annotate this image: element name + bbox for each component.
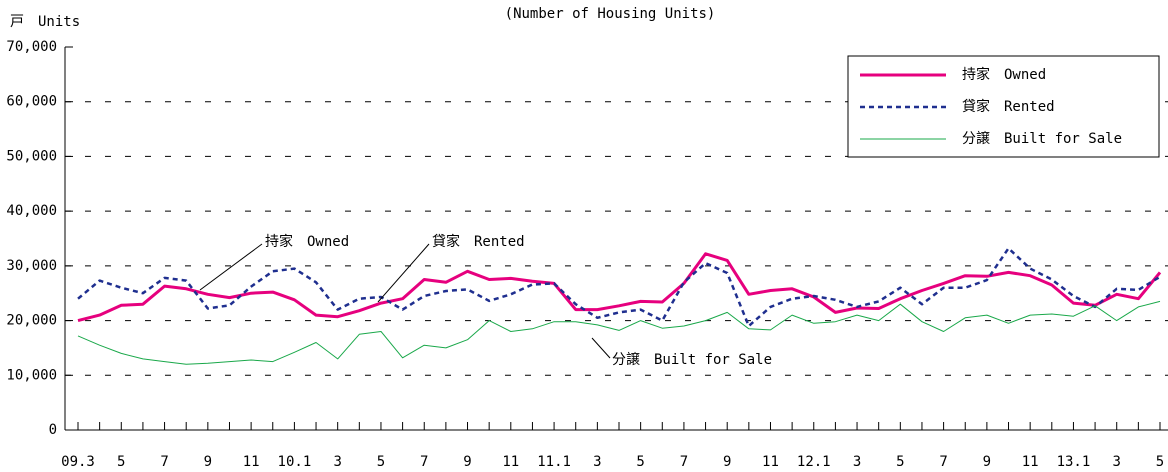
y-tick-label: 40,000 [6,203,57,219]
annotation-leader [377,243,430,303]
x-tick-label: 7 [420,454,428,470]
annotation: 持家 Owned [265,233,349,250]
y-tick-label: 60,000 [6,94,57,110]
annotation-leader [591,337,611,359]
series-line [77,247,1161,328]
x-tick-label: 7 [939,454,947,470]
x-tick-label: 11 [243,454,260,470]
x-tick-label: 5 [1156,454,1164,470]
x-tick-label: 3 [593,454,601,470]
y-tick-label: 20,000 [6,313,57,329]
x-tick-label: 3 [333,454,341,470]
x-tick-label: 9 [723,454,731,470]
x-tick-label: 09.3 [61,454,95,470]
annotation: 分譲 Built for Sale [612,352,772,368]
y-tick-label: 30,000 [6,258,57,274]
legend-label: 持家 Owned [962,66,1046,83]
chart-title: (Number of Housing Units) [505,6,716,22]
annotation-leader [199,243,263,291]
x-tick-label: 13.1 [1057,454,1091,470]
x-tick-label: 12.1 [797,454,831,470]
x-tick-label: 3 [1113,454,1121,470]
y-tick-label: 70,000 [6,39,57,55]
legend-label: 分譲 Built for Sale [962,131,1122,147]
x-tick-label: 7 [160,454,168,470]
y-tick-label: 0 [49,422,57,438]
x-tick-label: 11 [502,454,519,470]
x-tick-label: 10.1 [278,454,312,470]
x-tick-label: 11.1 [537,454,571,470]
x-tick-label: 5 [377,454,385,470]
legend-label: 貸家 Rented [962,98,1055,115]
annotation: 貸家 Rented [432,233,525,250]
x-tick-label: 11 [1022,454,1039,470]
series-line [77,252,1162,323]
y-tick-label: 10,000 [6,367,57,383]
x-tick-label: 9 [983,454,991,470]
x-tick-label: 9 [463,454,471,470]
x-tick-label: 7 [680,454,688,470]
y-axis-label: 戸 Units [10,14,80,30]
x-tick-label: 9 [204,454,212,470]
series-line [77,300,1161,365]
x-tick-label: 5 [896,454,904,470]
x-tick-label: 3 [853,454,861,470]
x-tick-label: 11 [762,454,779,470]
x-tick-label: 5 [636,454,644,470]
y-tick-label: 50,000 [6,148,57,164]
x-tick-label: 5 [117,454,125,470]
